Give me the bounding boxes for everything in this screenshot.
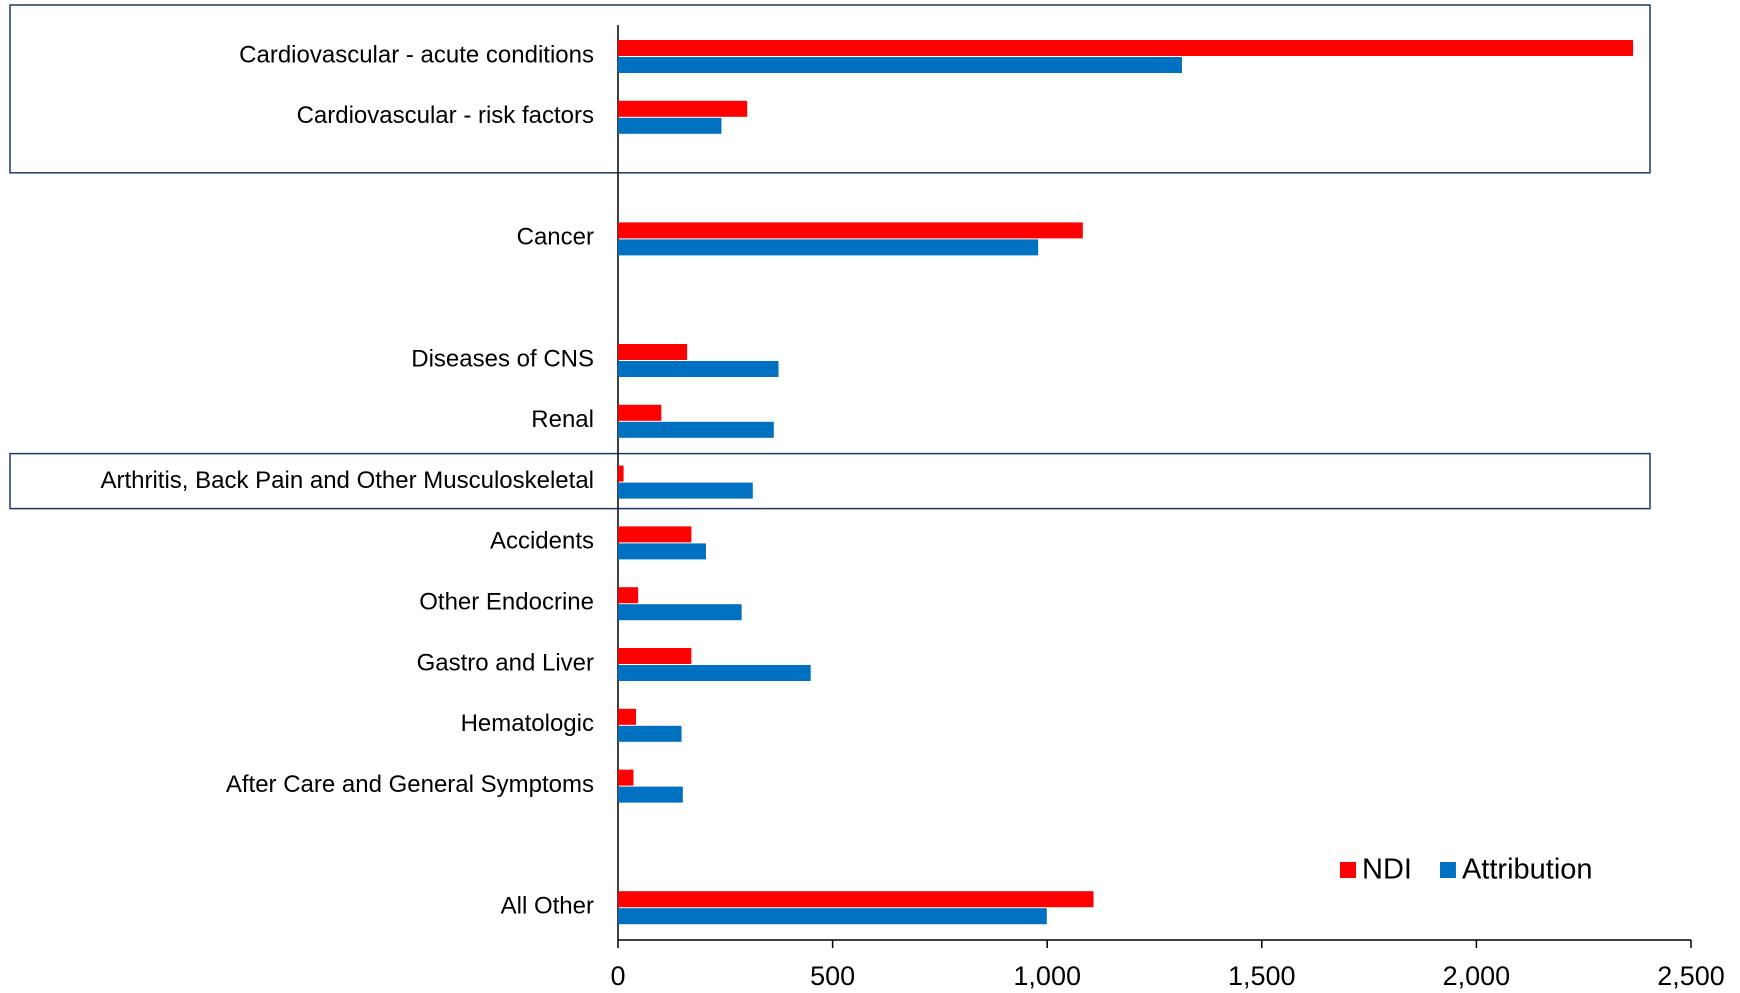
bar bbox=[618, 344, 688, 360]
bar bbox=[618, 725, 682, 742]
bar bbox=[618, 769, 634, 786]
y-tick-label: Diseases of CNS bbox=[411, 345, 594, 372]
bar bbox=[618, 100, 748, 117]
legend-label: NDI bbox=[1362, 854, 1412, 886]
x-tick-label: 2,000 bbox=[1443, 961, 1511, 991]
bar bbox=[618, 421, 774, 438]
highlight-box bbox=[9, 4, 1651, 174]
bar bbox=[618, 543, 706, 560]
highlight-box bbox=[9, 452, 1651, 510]
y-tick-label: Accidents bbox=[490, 528, 594, 555]
bar bbox=[618, 40, 1634, 56]
y-tick-label: Gastro and Liver bbox=[417, 649, 594, 676]
bar bbox=[618, 482, 753, 499]
y-tick-label: Cardiovascular - acute conditions bbox=[239, 41, 594, 68]
x-tick-label: 0 bbox=[610, 961, 625, 991]
legend-swatch bbox=[1439, 862, 1456, 878]
bar bbox=[618, 404, 662, 421]
y-tick-label: All Other bbox=[501, 893, 594, 920]
bar bbox=[618, 117, 722, 134]
x-tick-label: 1,500 bbox=[1228, 961, 1296, 991]
bar bbox=[618, 891, 1094, 908]
bar bbox=[618, 222, 1083, 239]
bar bbox=[618, 57, 1182, 73]
bar bbox=[618, 465, 624, 482]
x-tick-label: 2,500 bbox=[1657, 961, 1725, 991]
y-tick-label: Cardiovascular - risk factors bbox=[297, 102, 594, 129]
x-tick-label: 1,000 bbox=[1013, 961, 1081, 991]
y-tick-label: Hematologic bbox=[461, 710, 594, 737]
y-tick-label: Renal bbox=[531, 406, 594, 433]
legend-label: Attribution bbox=[1462, 854, 1593, 886]
bar bbox=[618, 908, 1047, 925]
bar bbox=[618, 665, 811, 681]
bar bbox=[618, 239, 1039, 256]
legend-swatch bbox=[1340, 862, 1356, 878]
y-tick-label: Arthritis, Back Pain and Other Musculosk… bbox=[100, 467, 594, 494]
bar bbox=[618, 526, 692, 543]
bar bbox=[618, 604, 742, 621]
y-tick-label: Cancer bbox=[517, 224, 594, 251]
bar bbox=[618, 648, 692, 664]
bar bbox=[618, 708, 637, 725]
bar bbox=[618, 786, 683, 803]
x-tick-label: 500 bbox=[810, 961, 855, 991]
y-tick-label: Other Endocrine bbox=[419, 589, 594, 616]
bar bbox=[618, 361, 779, 377]
bar bbox=[618, 587, 639, 604]
y-tick-label: After Care and General Symptoms bbox=[226, 771, 594, 798]
